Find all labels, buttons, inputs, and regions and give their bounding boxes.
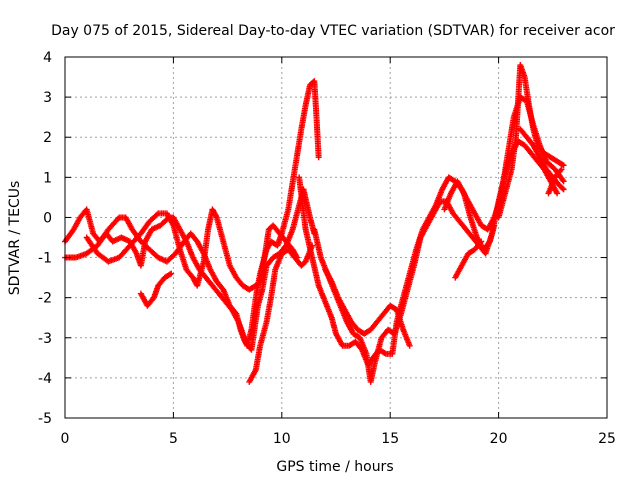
x-tick-label: 10 [273,431,291,447]
y-tick-label: -2 [38,291,52,307]
data-point [478,238,485,245]
data-point [558,166,565,173]
y-tick-labels: -5 -4 -3 -2 -1 0 1 2 3 4 [38,50,52,427]
x-tick-label: 15 [381,431,399,447]
y-tick-label: -5 [38,411,52,427]
x-tick-label: 0 [61,431,70,447]
y-tick-label: 2 [43,130,52,146]
data-point [560,162,567,169]
y-tick-label: 4 [43,50,52,66]
axis-ticks [64,56,608,419]
y-tick-label: -3 [38,331,52,347]
y-tick-label: -1 [38,251,52,267]
data-point [559,185,566,192]
data-points [62,62,567,385]
x-tick-label: 20 [490,431,508,447]
y-tick-label: 3 [43,90,52,106]
data-point [554,190,561,197]
y-axis-label: SDTVAR / TECUs [7,181,23,296]
data-point [560,186,567,193]
chart-title: Day 075 of 2015, Sidereal Day-to-day VTE… [51,23,615,39]
data-point [406,342,413,349]
data-point [315,154,322,161]
data-point [560,178,567,185]
x-tick-label: 5 [169,431,178,447]
y-tick-label: -4 [38,371,52,387]
x-axis-label: GPS time / hours [276,459,393,475]
y-tick-label: 1 [43,170,52,186]
data-point [491,222,498,229]
x-tick-label: 25 [598,431,616,447]
data-point [168,270,175,277]
plot-frame [64,56,608,419]
x-tick-labels: 0 5 10 15 20 25 [61,431,616,447]
data-point [153,211,160,218]
y-tick-label: 0 [43,210,52,226]
